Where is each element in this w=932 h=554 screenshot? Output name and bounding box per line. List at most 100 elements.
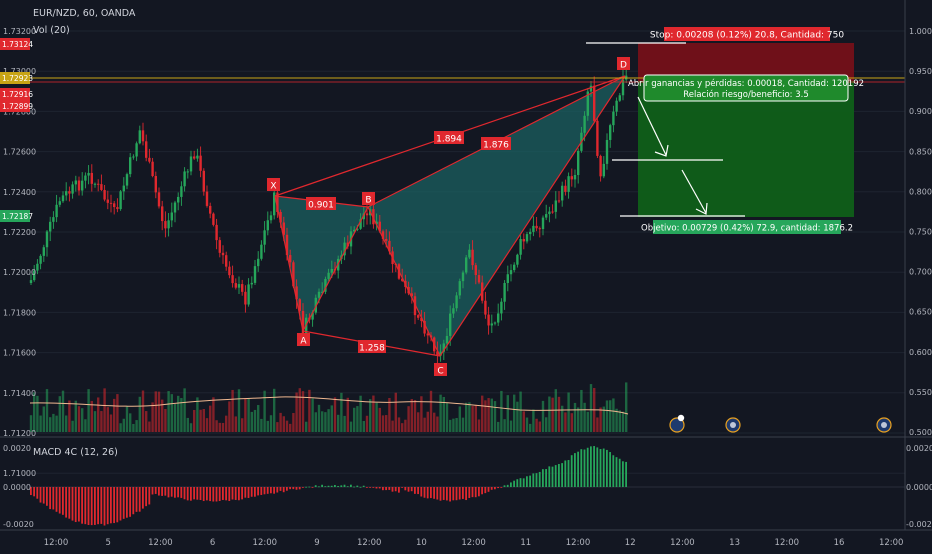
macd-bar <box>206 487 208 501</box>
volume-bar <box>225 415 228 432</box>
candle-body <box>161 206 164 222</box>
volume-bar <box>404 419 407 432</box>
macd-bar <box>78 487 80 522</box>
projection-arrows[interactable] <box>637 96 708 215</box>
pl-label-bg <box>643 74 849 102</box>
ratio-xb[interactable]: 0.901 <box>306 197 336 211</box>
macd-bar <box>260 487 263 495</box>
candle-body <box>551 211 554 213</box>
pl-label-box[interactable]: Abrir ganancias y pérdidas: 0.00018, Can… <box>628 74 864 102</box>
macd-bar <box>577 451 579 487</box>
volume-bar <box>244 398 247 432</box>
pattern-point-x[interactable]: X <box>267 178 280 192</box>
pattern-point-c[interactable]: C <box>434 363 447 377</box>
candle-body <box>461 272 465 282</box>
line-bc[interactable] <box>367 206 441 357</box>
candle-body <box>122 185 125 192</box>
ratio-ac[interactable]: 1.258 <box>358 340 386 354</box>
volume-bar <box>314 412 317 432</box>
candle-body <box>241 284 244 292</box>
event-icons[interactable] <box>669 414 892 433</box>
candle-body <box>33 270 36 281</box>
candle-body <box>257 258 260 267</box>
macd-indicator-label[interactable]: MACD 4C (12, 26) <box>33 447 118 458</box>
volume-bar <box>577 407 580 432</box>
ratio-xd[interactable]: 1.894 <box>434 131 464 145</box>
volume-bar <box>68 400 71 432</box>
volume-bar <box>343 415 346 432</box>
line-cd[interactable] <box>439 75 626 357</box>
candle-body <box>164 221 167 229</box>
macd-bar <box>433 487 435 499</box>
volume-bar <box>36 395 39 432</box>
macd-bar <box>276 487 279 493</box>
candle-body <box>375 221 378 225</box>
time-tick-label: 13 <box>729 538 740 548</box>
volume-indicator-label[interactable]: Vol (20) <box>33 25 70 36</box>
macd-bar <box>74 487 77 523</box>
candle-body <box>545 214 548 218</box>
candle-body <box>314 297 317 313</box>
stop-label-bg <box>664 27 830 41</box>
candle-body <box>55 204 58 218</box>
symbol-title[interactable]: EUR/NZD, 60, OANDA <box>33 8 136 19</box>
event-icon-2[interactable] <box>725 417 741 433</box>
macd-bar <box>423 487 426 498</box>
ratio-xb-label: 0.901 <box>308 201 334 211</box>
volume-bar <box>327 409 330 432</box>
volume-bar <box>93 411 97 432</box>
candle-body <box>577 150 580 175</box>
volume-bar <box>596 417 599 432</box>
volume-bar <box>535 418 538 432</box>
target-label-box[interactable]: Objetivo: 0.00729 (0.42%) 72.9, cantidad… <box>641 220 853 234</box>
volume-bar <box>567 392 570 432</box>
event-icon-1[interactable] <box>669 414 685 433</box>
pattern-point-b[interactable]: B <box>362 192 375 206</box>
macd-bar <box>110 487 112 524</box>
volume-bar <box>423 417 426 432</box>
candle-body <box>29 280 33 283</box>
macd-bar <box>446 487 448 501</box>
macd-tick-right: 0.0000 <box>906 483 932 492</box>
volume-bar <box>391 420 394 432</box>
pattern-point-a[interactable]: A <box>297 333 310 347</box>
volume-bar <box>333 397 337 432</box>
ratio-bd[interactable]: 1.876 <box>481 137 511 151</box>
volume-bar <box>260 418 263 432</box>
volume-bar <box>273 388 276 432</box>
macd-bar <box>228 487 231 502</box>
line-ab[interactable] <box>302 206 369 332</box>
pattern-triangle-xab[interactable] <box>275 196 368 331</box>
volume-bar <box>122 418 125 432</box>
time-tick-label: 12:00 <box>670 538 695 548</box>
macd-bar <box>212 487 215 502</box>
target-zone[interactable] <box>638 81 854 217</box>
volume-bar <box>103 388 106 432</box>
time-axis[interactable]: 12:00 5 12:00 6 12:00 9 12:00 10 12:00 11 12:00 12 1… <box>44 538 904 548</box>
level-lines[interactable] <box>586 42 745 217</box>
pattern-triangle-bcd[interactable] <box>368 76 625 356</box>
stop-label-box[interactable]: Stop: 0.00208 (0.12%) 20.8, Cantidad: 75… <box>650 27 844 41</box>
price-grid <box>30 30 905 474</box>
event-icon-2-globe <box>730 422 736 428</box>
candle-body <box>116 207 119 210</box>
arrow-line-1[interactable] <box>637 96 667 156</box>
candlestick-series[interactable] <box>29 68 628 364</box>
candle-body <box>276 192 279 212</box>
candle-body <box>621 79 625 96</box>
time-tick-label: 5 <box>105 538 110 548</box>
event-icon-3[interactable] <box>876 417 892 433</box>
volume-bar <box>218 422 221 432</box>
macd-bar <box>292 487 295 490</box>
macd-bar <box>46 487 48 506</box>
ratio-bd-badge <box>481 137 511 150</box>
volume-bar <box>340 392 343 432</box>
pattern-point-d[interactable]: D <box>617 57 630 71</box>
arrow-line-2[interactable] <box>681 169 707 214</box>
macd-bar <box>609 452 611 487</box>
point-d-badge <box>617 57 630 70</box>
macd-bar <box>190 487 192 501</box>
line-xa[interactable] <box>274 195 304 332</box>
